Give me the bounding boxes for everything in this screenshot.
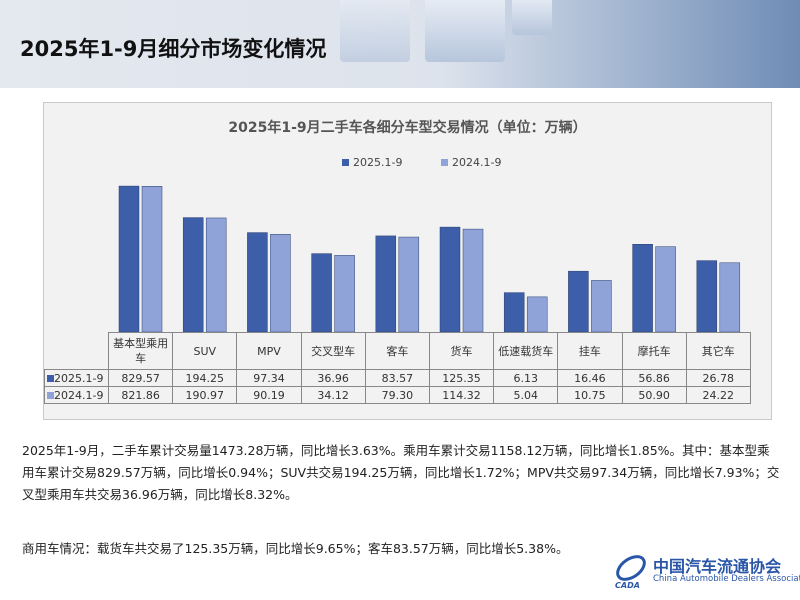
data-label: 34.12 (300, 386, 366, 404)
bar-2024.1-9 (270, 233, 291, 333)
bar-2025.1-9 (118, 185, 140, 333)
bar-2025.1-9 (503, 292, 525, 333)
data-label: 821.86 (107, 386, 174, 404)
decor-cube (512, 0, 552, 35)
category-label: SUV (172, 332, 238, 370)
data-label: 194.25 (172, 369, 238, 387)
category-label: 交叉型车 (300, 332, 366, 370)
data-label: 50.90 (621, 386, 687, 404)
header-banner: 2025年1-9月细分市场变化情况 (0, 0, 800, 88)
category-label: 货车 (428, 332, 495, 370)
data-label: 6.13 (493, 369, 559, 387)
bar-2025.1-9 (632, 244, 653, 333)
cada-logo: CADA 中国汽车流通协会 China Automobile Dealers A… (611, 550, 800, 590)
chart-panel: 2025年1-9月二手车各细分车型交易情况（单位：万辆） 2025.1-9 20… (43, 102, 772, 420)
bar-2024.1-9 (398, 236, 420, 333)
data-table: 基本型乘用车 SUV MPV 交叉型车 客车 货车 低速载货车 挂车 摩托车 其它车 2025.1… (44, 332, 751, 404)
data-label: 26.78 (685, 369, 751, 387)
bar-2025.1-9 (182, 217, 204, 333)
data-label: 24.22 (685, 386, 751, 404)
data-label: 83.57 (364, 369, 430, 387)
bar-2024.1-9 (334, 255, 355, 333)
bar-2024.1-9 (462, 228, 484, 333)
page-title: 2025年1-9月细分市场变化情况 (20, 37, 327, 61)
bar-2025.1-9 (568, 270, 589, 333)
category-label: 其它车 (685, 332, 751, 370)
data-label: 79.30 (364, 386, 430, 404)
data-label: 16.46 (557, 369, 623, 387)
row-label-2025: 2025.1-9 (44, 369, 109, 387)
bar-2025.1-9 (375, 235, 397, 333)
bar-2025.1-9 (247, 232, 268, 333)
bar-2025.1-9 (311, 253, 332, 333)
category-label: MPV (236, 332, 302, 370)
decor-cube (425, 0, 505, 62)
data-label: 114.32 (428, 386, 495, 404)
svg-text:CADA: CADA (615, 581, 640, 590)
data-label: 5.04 (493, 386, 559, 404)
legend-item-2024: 2024.1-9 (441, 156, 501, 169)
category-label: 挂车 (557, 332, 623, 370)
commercial-paragraph: 商用车情况：载货车共交易了125.35万辆，同比增长9.65%；客车83.57万… (22, 541, 569, 556)
decor-cube (340, 0, 410, 62)
category-label: 客车 (364, 332, 430, 370)
data-label: 10.75 (557, 386, 623, 404)
bar-2024.1-9 (526, 296, 548, 333)
data-label: 125.35 (428, 369, 495, 387)
logo-en-text: China Automobile Dealers Association (653, 574, 800, 584)
data-label: 190.97 (172, 386, 238, 404)
data-label: 90.19 (236, 386, 302, 404)
data-label: 97.34 (236, 369, 302, 387)
summary-paragraph: 2025年1-9月，二手车累计交易量1473.28万辆，同比增长3.63%。乘用… (22, 443, 780, 502)
bar-plot (118, 185, 741, 333)
category-label: 摩托车 (621, 332, 687, 370)
bar-2024.1-9 (591, 280, 612, 333)
cada-emblem-icon: CADA (615, 555, 646, 590)
chart-title: 2025年1-9月二手车各细分车型交易情况（单位：万辆） (228, 120, 587, 136)
bar-2025.1-9 (439, 226, 461, 333)
bar-2024.1-9 (205, 217, 227, 333)
data-label: 829.57 (107, 369, 174, 387)
row-label-2024: 2024.1-9 (44, 386, 109, 404)
bar-2024.1-9 (655, 246, 676, 333)
data-label: 36.96 (300, 369, 366, 387)
table-corner (44, 332, 109, 370)
bar-2024.1-9 (719, 262, 741, 333)
category-label: 基本型乘用车 (107, 332, 174, 370)
category-label: 低速载货车 (493, 332, 559, 370)
bar-2025.1-9 (696, 260, 718, 333)
legend-item-2025: 2025.1-9 (342, 156, 402, 169)
data-label: 56.86 (621, 369, 687, 387)
logo-cn-text: 中国汽车流通协会 (653, 557, 782, 576)
bar-2024.1-9 (141, 186, 163, 333)
